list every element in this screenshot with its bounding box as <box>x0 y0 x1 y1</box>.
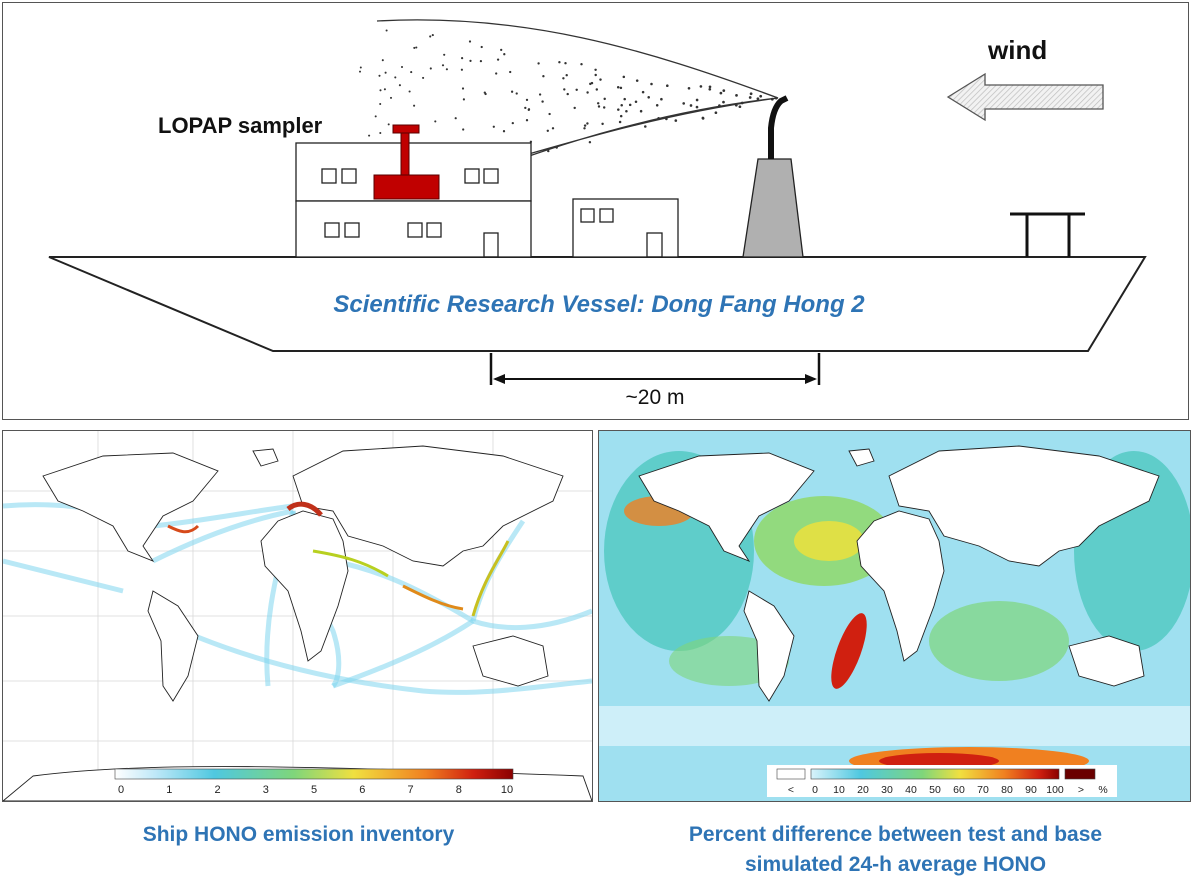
scale-label: ~20 m <box>626 386 685 409</box>
wind-arrow <box>948 74 1103 120</box>
difference-map-panel: <0 10 20 30 40 50 60 70 80 90 100 >% <box>598 430 1191 802</box>
emission-colorbar-tick-label: 6 <box>359 784 365 796</box>
emission-colorbar <box>115 769 513 779</box>
difference-colorbar-tick-label: 10 <box>833 784 845 796</box>
aft-cabin <box>573 199 678 257</box>
emission-caption-text: Ship HONO emission inventory <box>0 820 597 850</box>
difference-colorbar-tick-label: 60 <box>953 784 965 796</box>
emission-colorbar-tick-label: 0 <box>118 784 124 796</box>
above-range-swatch <box>1065 769 1095 779</box>
continents <box>3 446 592 801</box>
difference-colorbar-tick-label: 80 <box>1001 784 1013 796</box>
emission-colorbar-tick-label: 7 <box>407 784 413 796</box>
main-cabin <box>296 143 531 257</box>
emission-map: 0 1 2 3 5 6 7 8 10 <box>3 431 592 801</box>
emission-colorbar-tick-label: 1 <box>166 784 172 796</box>
ship-diagram-panel: LOPAP sampler wind Scientific Research V… <box>2 2 1189 420</box>
emission-colorbar-tick-label: 10 <box>501 784 513 796</box>
difference-colorbar-tick-label: > <box>1078 784 1084 796</box>
difference-map-caption: Percent difference between test and base… <box>598 820 1193 880</box>
emission-map-caption: Ship HONO emission inventory <box>0 820 597 850</box>
emission-colorbar-tick-label: 5 <box>311 784 317 796</box>
difference-colorbar-tick-label: 100 <box>1046 784 1064 796</box>
emission-map-panel: 0 1 2 3 5 6 7 8 10 <box>2 430 593 802</box>
wind-label: wind <box>987 35 1047 65</box>
difference-colorbar-tick-label: 70 <box>977 784 989 796</box>
difference-map: <0 10 20 30 40 50 60 70 80 90 100 >% <box>599 431 1190 801</box>
difference-colorbar-tick-label: 40 <box>905 784 917 796</box>
vessel-label: Scientific Research Vessel: Dong Fang Ho… <box>333 291 865 318</box>
difference-colorbar-tick-label: < <box>788 784 794 796</box>
difference-colorbar-tick-label: 30 <box>881 784 893 796</box>
difference-colorbar <box>811 769 1059 779</box>
below-range-swatch <box>777 769 805 779</box>
emission-colorbar-tick-label: 3 <box>263 784 269 796</box>
scale-bar <box>491 353 819 385</box>
deck-structure <box>1010 214 1085 257</box>
difference-caption-line1: Percent difference between test and base <box>598 820 1193 850</box>
ship-diagram: LOPAP sampler wind Scientific Research V… <box>3 3 1188 419</box>
difference-colorbar-tick-label: 50 <box>929 784 941 796</box>
difference-colorbar-tick-label: 20 <box>857 784 869 796</box>
smoke-stack <box>743 98 803 257</box>
difference-colorbar-tick-label: % <box>1098 784 1107 796</box>
difference-colorbar-tick-label: 0 <box>812 784 818 796</box>
difference-caption-line2: simulated 24-h average HONO <box>598 850 1193 880</box>
sampler-label: LOPAP sampler <box>158 113 323 138</box>
emission-colorbar-tick-label: 2 <box>214 784 220 796</box>
difference-colorbar-tick-label: 90 <box>1025 784 1037 796</box>
emission-colorbar-tick-label: 8 <box>456 784 462 796</box>
